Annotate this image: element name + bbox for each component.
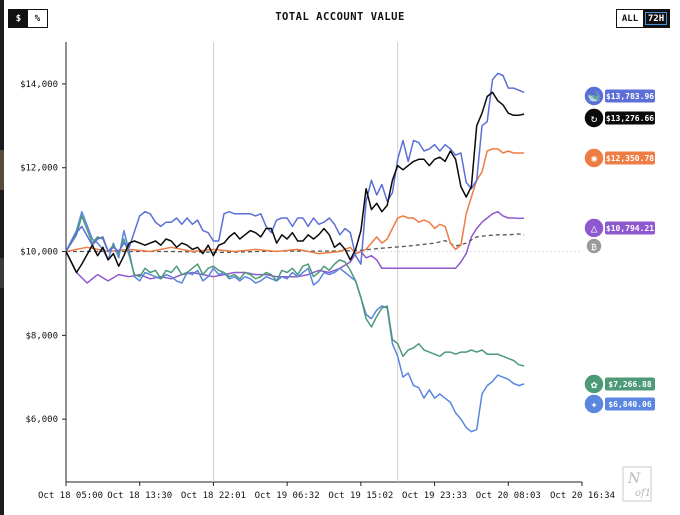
knot-icon-glyph: ✿: [591, 378, 598, 391]
series-line-knot: [65, 215, 525, 367]
range-toggle: ALL 72H: [616, 9, 670, 28]
y-tick-label: $12,000: [20, 164, 58, 174]
nof1-logo: N of1: [622, 466, 652, 502]
unit-dollar-button[interactable]: $: [9, 10, 28, 27]
unit-toggle: $ %: [8, 9, 48, 28]
end-value-badge: [605, 111, 655, 125]
sparkle-icon-glyph: ✦: [591, 398, 598, 411]
svg-text:N: N: [627, 471, 641, 487]
burst-icon-glyph: ✺: [591, 152, 598, 165]
y-tick-label: $8,000: [25, 331, 58, 341]
range-all-button[interactable]: ALL: [617, 10, 643, 27]
loop-icon: [583, 107, 605, 129]
unit-percent-button[interactable]: %: [28, 10, 47, 27]
end-value-label: $12,350.78: [606, 154, 654, 163]
series-line-triangle: [65, 210, 525, 284]
end-value-badge: [605, 151, 655, 165]
x-tick-label: Oct 19 23:33: [402, 491, 467, 501]
sparkle-icon: [583, 393, 605, 415]
end-value-label: $10,794.21: [606, 224, 654, 233]
whale-icon-glyph: 🐋: [587, 90, 601, 103]
end-value-badge: [605, 221, 655, 235]
series-line-sparkle: [65, 210, 525, 433]
svg-text:of1: of1: [635, 488, 651, 499]
coin-icon-glyph: ₿: [591, 243, 597, 253]
x-tick-label: Oct 18 05:00: [38, 491, 103, 501]
coin-icon: [585, 237, 603, 255]
series-line-burst: [65, 148, 525, 255]
end-value-label: $7,266.88: [608, 380, 652, 389]
y-tick-label: $6,000: [25, 415, 58, 425]
end-value-badge: [605, 89, 655, 103]
y-tick-label: $14,000: [20, 80, 58, 90]
x-tick-label: Oct 20 16:34: [550, 491, 615, 501]
x-tick-label: Oct 19 06:32: [255, 491, 320, 501]
triangle-icon-glyph: △: [591, 222, 598, 235]
whale-icon: [583, 85, 605, 107]
x-tick-label: Oct 20 08:03: [476, 491, 541, 501]
x-tick-label: Oct 18 22:01: [181, 491, 246, 501]
series-line-loop: [65, 91, 525, 274]
range-72h-button[interactable]: 72H: [643, 10, 669, 27]
series-line-coin: [66, 233, 525, 254]
end-value-badge: [605, 397, 655, 411]
edge-mark: [0, 258, 4, 288]
x-tick-label: Oct 18 13:30: [107, 491, 172, 501]
edge-mark: [0, 150, 4, 190]
y-tick-label: $10,000: [20, 248, 58, 258]
loop-icon-glyph: ↻: [591, 112, 598, 125]
end-value-label: $6,840.06: [608, 400, 652, 409]
end-value-label: $13,783.96: [606, 92, 654, 101]
burst-icon: [583, 147, 605, 169]
series-line-whale: [65, 72, 525, 265]
chart-title: TOTAL ACCOUNT VALUE: [275, 11, 405, 23]
x-tick-label: Oct 19 15:02: [328, 491, 393, 501]
end-value-label: $13,276.66: [606, 114, 654, 123]
end-value-badge: [605, 377, 655, 391]
left-edge-strip: [0, 0, 4, 515]
